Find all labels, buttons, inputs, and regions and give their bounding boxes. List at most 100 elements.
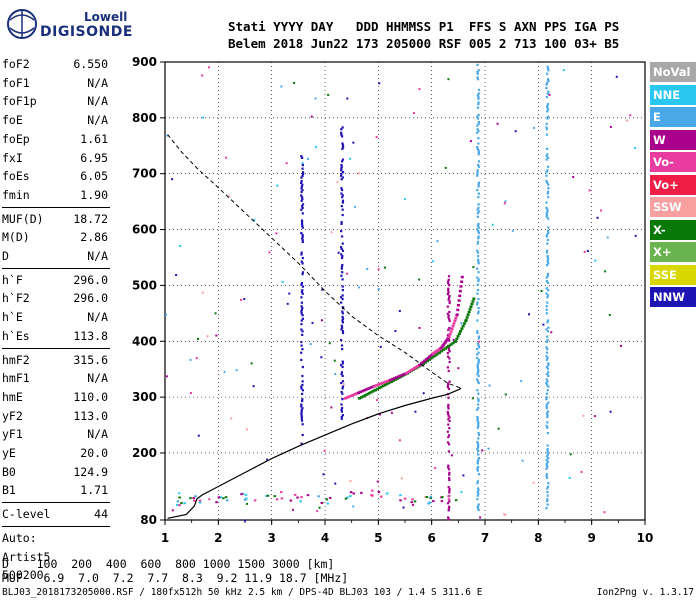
- echo-point: [620, 344, 623, 347]
- echo-point: [586, 250, 589, 253]
- x-tick-label: 1: [161, 531, 169, 545]
- echo-point: [253, 218, 256, 221]
- echo-strip-point: [340, 128, 343, 131]
- echo-strip-point: [476, 448, 479, 451]
- echo-strip-point: [546, 330, 550, 333]
- param-label: C-level: [2, 507, 51, 522]
- echo-point: [240, 298, 243, 301]
- echo-point: [318, 506, 321, 509]
- echo-strip-point: [546, 490, 549, 494]
- param-value: 20.0: [80, 446, 108, 460]
- echo-strip-point: [340, 178, 343, 181]
- echo-point: [320, 356, 323, 359]
- echo-strip-point: [477, 406, 480, 410]
- param-row: foEs 6.05: [2, 167, 108, 186]
- echo-point: [206, 335, 209, 338]
- echo-strip-point: [476, 419, 479, 422]
- o-trace-point: [394, 376, 398, 379]
- echo-strip-point: [341, 294, 344, 297]
- echo-strip-point: [301, 167, 304, 170]
- y-tick-label: 500: [132, 278, 157, 292]
- param-label: hmE: [2, 389, 23, 404]
- echo-strip-point: [477, 203, 480, 206]
- e-echo-point: [224, 496, 228, 499]
- echo-point: [215, 334, 218, 337]
- echo-strip-point: [300, 403, 303, 406]
- x-trace-point: [365, 393, 369, 396]
- echo-strip-point: [340, 344, 344, 347]
- e-echo-point: [349, 491, 353, 494]
- echo-strip-point: [477, 446, 480, 449]
- param-row: B1 1.71: [2, 481, 108, 500]
- echo-strip-point: [341, 392, 344, 395]
- echo-point: [280, 85, 283, 88]
- e-echo-point: [193, 499, 196, 502]
- echo-strip-point: [546, 115, 550, 118]
- echo-strip-point: [545, 133, 549, 136]
- param-row: h`E N/A: [2, 308, 108, 327]
- o-trace-point: [426, 356, 430, 360]
- echo-strip-point: [476, 228, 479, 231]
- echo-strip-point: [300, 296, 303, 299]
- o-trace-point: [445, 338, 449, 342]
- echo-strip-point: [447, 291, 450, 294]
- x-trace-point: [469, 305, 473, 309]
- x-tick-label: 2: [214, 531, 222, 545]
- echo-strip-point: [447, 298, 450, 301]
- e-echo-point: [300, 496, 303, 499]
- o-trace-point: [458, 289, 462, 293]
- echo-strip-point: [477, 103, 480, 106]
- echo-strip-point: [301, 383, 304, 387]
- echo-strip-point: [300, 323, 303, 326]
- echo-strip-point: [476, 319, 479, 322]
- echo-point: [235, 369, 238, 372]
- echo-strip-point: [476, 242, 479, 245]
- echo-strip-point: [545, 340, 548, 344]
- x-trace-point: [385, 382, 389, 386]
- e-echo-point: [413, 500, 417, 503]
- echo-strip-point: [446, 351, 449, 355]
- echo-strip-point: [546, 274, 549, 277]
- echo-strip-point: [300, 358, 303, 362]
- echo-strip-point: [546, 260, 549, 263]
- o-trace-point: [450, 327, 454, 331]
- echo-strip-point: [547, 183, 550, 186]
- echo-point: [606, 236, 609, 239]
- echo-strip-point: [340, 192, 343, 195]
- echo-strip-point: [477, 398, 480, 401]
- o-trace-point: [427, 355, 431, 359]
- e-echo-point: [299, 500, 302, 503]
- o-trace-point: [380, 381, 384, 385]
- legend-item: SSW: [650, 197, 696, 217]
- param-row: foEp 1.61: [2, 130, 108, 149]
- echo-strip-point: [545, 346, 548, 349]
- echo-strip-point: [546, 319, 550, 322]
- echo-point: [542, 323, 545, 326]
- echo-strip-point: [300, 351, 303, 354]
- echo-strip-point: [476, 292, 479, 295]
- echo-strip-point: [477, 444, 480, 447]
- echo-strip-point: [477, 381, 480, 385]
- echo-point: [450, 454, 453, 457]
- echo-strip-point: [448, 473, 451, 476]
- echo-strip-point: [341, 414, 345, 417]
- echo-strip-point: [300, 155, 303, 158]
- param-separator: [2, 502, 110, 504]
- o-trace-point: [440, 345, 444, 349]
- e-echo-point: [198, 501, 202, 504]
- echo-point: [243, 297, 246, 300]
- echo-strip-point: [301, 212, 304, 215]
- echo-strip-point: [546, 499, 549, 503]
- o-trace-point: [429, 354, 433, 357]
- echo-strip-point: [477, 113, 480, 117]
- echo-strip-point: [301, 380, 304, 383]
- echo-strip-point: [300, 387, 303, 390]
- x-trace-point: [383, 383, 387, 387]
- echo-strip-point: [476, 347, 479, 351]
- param-value: 6.05: [80, 169, 108, 184]
- echo-strip-point: [300, 221, 304, 224]
- echo-strip-point: [545, 95, 548, 99]
- o-trace-point: [390, 377, 394, 381]
- echo-point: [334, 482, 337, 485]
